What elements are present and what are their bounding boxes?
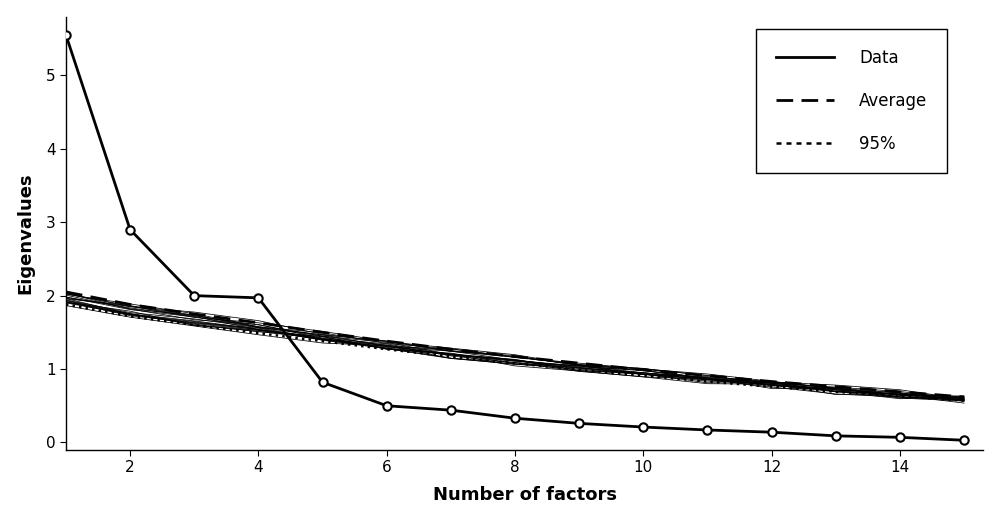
Data	[188, 292, 200, 299]
Line: 95%: 95%	[66, 304, 964, 401]
Average	[60, 289, 72, 295]
95%	[509, 360, 521, 366]
Data	[509, 415, 521, 421]
95%	[573, 367, 585, 373]
Data	[894, 434, 906, 440]
Average	[317, 329, 329, 336]
95%	[252, 330, 264, 336]
Average	[894, 389, 906, 395]
X-axis label: Number of factors: Number of factors	[433, 486, 617, 504]
95%	[60, 301, 72, 307]
Average	[701, 373, 713, 379]
Line: Average: Average	[66, 292, 964, 397]
Average	[445, 346, 457, 352]
95%	[830, 389, 842, 395]
Legend: Data, Average, 95%: Data, Average, 95%	[756, 29, 947, 173]
Average	[830, 383, 842, 390]
Data	[637, 424, 649, 430]
Data	[445, 407, 457, 413]
Data	[317, 379, 329, 386]
Average	[958, 394, 970, 400]
Average	[509, 353, 521, 359]
95%	[381, 346, 393, 352]
Line: Data: Data	[66, 35, 964, 440]
Average	[637, 367, 649, 373]
95%	[637, 373, 649, 379]
Average	[573, 360, 585, 366]
95%	[445, 353, 457, 359]
95%	[701, 378, 713, 384]
Average	[124, 301, 136, 307]
Data	[830, 433, 842, 439]
95%	[958, 398, 970, 404]
Data	[573, 420, 585, 427]
95%	[317, 338, 329, 344]
Data	[124, 227, 136, 233]
Average	[252, 320, 264, 326]
Data	[701, 427, 713, 433]
Data	[958, 437, 970, 443]
Y-axis label: Eigenvalues: Eigenvalues	[17, 172, 35, 294]
Data	[381, 403, 393, 409]
Average	[188, 311, 200, 317]
Average	[381, 338, 393, 344]
Data	[60, 32, 72, 38]
Average	[766, 378, 778, 384]
Data	[766, 429, 778, 436]
95%	[894, 393, 906, 399]
Data	[252, 295, 264, 301]
95%	[124, 313, 136, 319]
95%	[188, 322, 200, 328]
95%	[766, 383, 778, 390]
